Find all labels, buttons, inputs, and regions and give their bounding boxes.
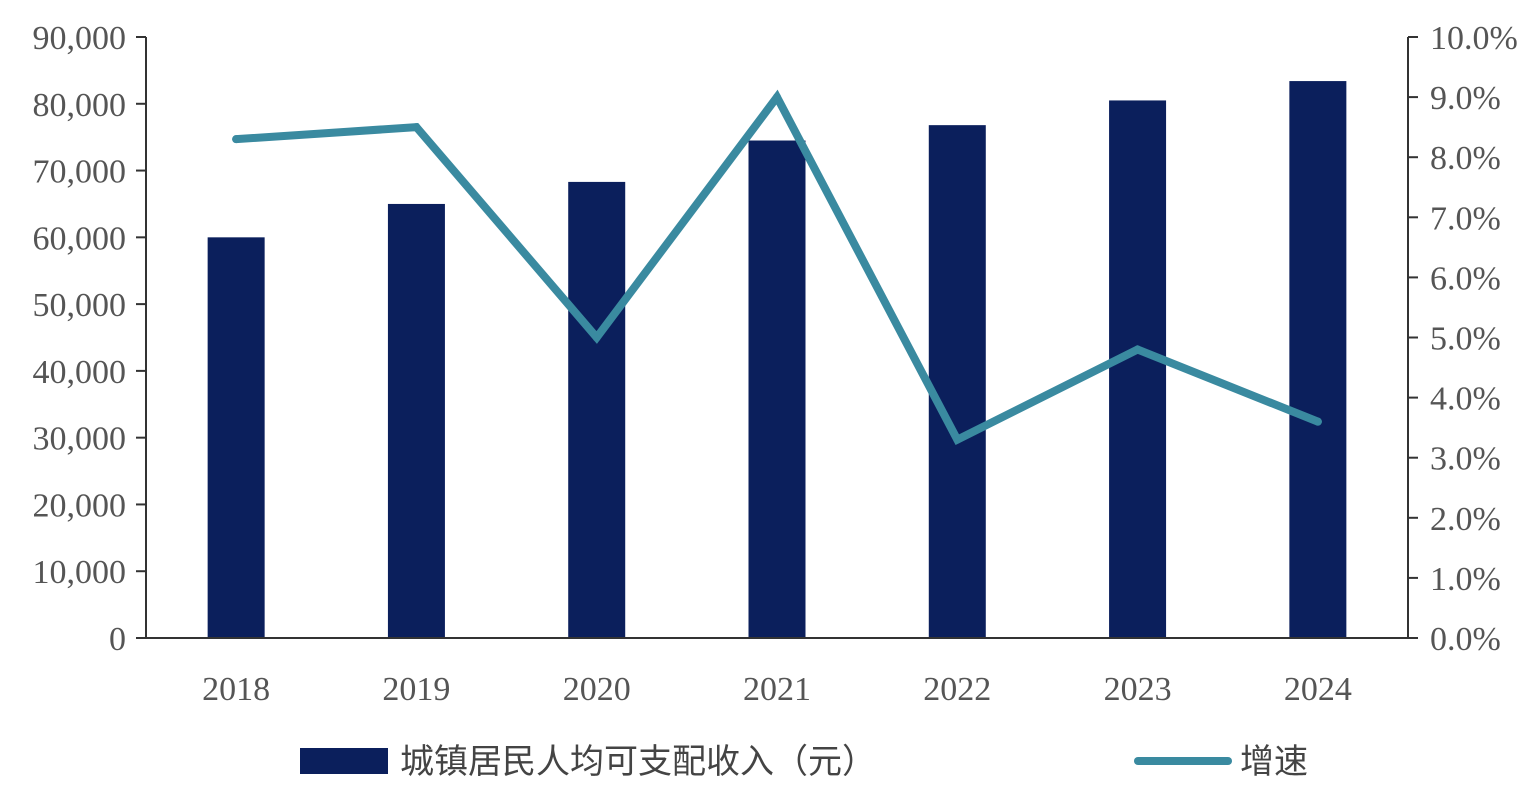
legend-bar-label: 城镇居民人均可支配收入（元） bbox=[400, 742, 876, 782]
axes: 0 10,000 20,000 30,000 40,000 50,000 60,000 70,… bbox=[33, 20, 1518, 708]
x-tick-label: 2023 bbox=[1104, 671, 1172, 708]
bar-2019 bbox=[387, 203, 445, 638]
growth-point-2019 bbox=[412, 123, 421, 132]
right-tick-label: 9.0% bbox=[1430, 80, 1501, 117]
bar-2018 bbox=[207, 237, 265, 639]
right-tick-label: 8.0% bbox=[1430, 140, 1501, 177]
bar-2020 bbox=[568, 181, 626, 638]
growth-point-2021 bbox=[773, 93, 781, 102]
right-tick-label: 0.0% bbox=[1430, 621, 1501, 658]
left-tick-label: 10,000 bbox=[33, 554, 127, 591]
right-tick-label: 10.0% bbox=[1430, 20, 1518, 57]
bar-2024 bbox=[1289, 81, 1347, 638]
right-tick-label: 3.0% bbox=[1430, 441, 1501, 478]
left-tick-label: 60,000 bbox=[33, 220, 127, 257]
right-tick-label: 5.0% bbox=[1430, 321, 1501, 358]
x-tick-label: 2018 bbox=[202, 671, 270, 708]
growth-point-2024 bbox=[1313, 417, 1322, 426]
left-tick-label: 30,000 bbox=[33, 421, 127, 458]
left-tick-label: 40,000 bbox=[33, 354, 127, 391]
x-tick-label: 2021 bbox=[743, 671, 811, 708]
legend-line-label: 增速 bbox=[1240, 742, 1308, 782]
line-series bbox=[232, 89, 1322, 445]
left-tick-label: 50,000 bbox=[33, 287, 127, 324]
growth-point-2022 bbox=[953, 435, 962, 444]
legend-bar-swatch bbox=[300, 748, 388, 774]
bar-2023 bbox=[1109, 100, 1167, 638]
growth-point-2023 bbox=[1133, 345, 1142, 354]
x-tick-label: 2022 bbox=[923, 671, 991, 708]
bar-series bbox=[207, 81, 1347, 639]
growth-point-2020 bbox=[592, 333, 601, 342]
right-tick-label: 4.0% bbox=[1430, 381, 1501, 418]
left-tick-label: 0 bbox=[109, 621, 126, 658]
growth-point-2018 bbox=[232, 135, 241, 144]
left-tick-label: 70,000 bbox=[33, 154, 127, 191]
left-tick-label: 20,000 bbox=[33, 487, 127, 524]
left-tick-label: 80,000 bbox=[33, 87, 127, 124]
right-tick-label: 6.0% bbox=[1430, 260, 1501, 297]
left-tick-label: 90,000 bbox=[33, 20, 127, 57]
right-tick-label: 7.0% bbox=[1430, 200, 1501, 237]
legend: 城镇居民人均可支配收入（元） 增速 bbox=[300, 742, 1308, 782]
right-tick-label: 2.0% bbox=[1430, 501, 1501, 538]
x-tick-label: 2019 bbox=[382, 671, 450, 708]
right-tick-label: 1.0% bbox=[1430, 561, 1501, 598]
x-tick-label: 2020 bbox=[563, 671, 631, 708]
bar-2022 bbox=[928, 125, 986, 638]
x-tick-label: 2024 bbox=[1284, 671, 1352, 708]
bar-2021 bbox=[748, 140, 806, 638]
